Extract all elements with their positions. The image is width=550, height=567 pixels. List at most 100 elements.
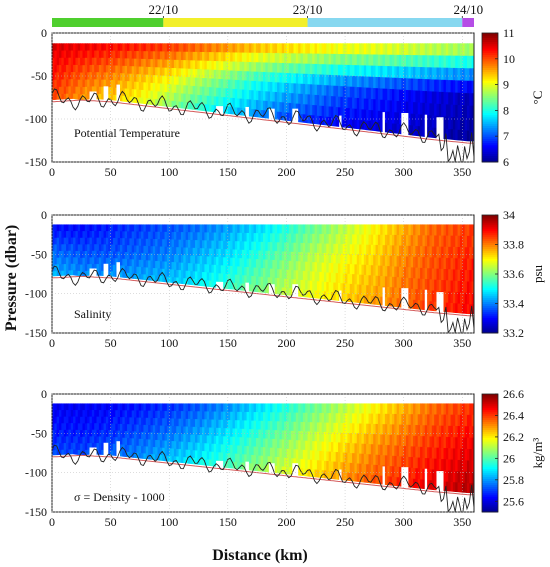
heatmap-cell	[96, 443, 100, 451]
heatmap-cell	[441, 67, 445, 81]
heatmap-cell	[384, 476, 388, 488]
heatmap-cell	[316, 290, 320, 301]
heatmap-cell	[345, 273, 348, 285]
heatmap-cell	[195, 247, 198, 257]
colorbar-swatch	[482, 283, 498, 287]
heatmap-cell	[469, 414, 473, 427]
colorbar-swatch	[482, 277, 498, 281]
heatmap-cell	[464, 93, 468, 107]
heatmap-cell	[136, 245, 140, 254]
heatmap-cell	[136, 66, 140, 75]
heatmap-cell	[232, 52, 236, 63]
heatmap-cell	[241, 258, 245, 268]
heatmap-cell	[197, 403, 201, 412]
heatmap-cell	[302, 252, 306, 263]
heatmap-cell	[73, 442, 77, 451]
heatmap-cell	[232, 420, 236, 430]
heatmap-cell	[180, 449, 184, 458]
heatmap-cell	[274, 43, 278, 54]
heatmap-cell	[363, 43, 367, 55]
heatmap-cell	[361, 473, 365, 485]
heatmap-cell	[138, 445, 142, 454]
heatmap-cell	[368, 244, 372, 256]
heatmap-cell	[270, 81, 273, 93]
heatmap-cell	[166, 43, 170, 53]
heatmap-cell	[293, 53, 297, 64]
heatmap-cell	[115, 65, 119, 74]
heatmap-cell	[361, 423, 365, 435]
heatmap-cell	[166, 239, 170, 248]
heatmap-cell	[338, 53, 341, 66]
heatmap-cell	[138, 82, 142, 91]
heatmap-cell	[63, 237, 67, 245]
heatmap-cell	[195, 426, 198, 436]
heatmap-cell	[246, 52, 250, 63]
heatmap-cell	[354, 224, 358, 236]
heatmap-cell	[96, 257, 100, 265]
heatmap-cell	[298, 279, 302, 290]
heatmap-cell	[127, 403, 130, 411]
heatmap-cell	[274, 111, 278, 122]
heatmap-cell	[370, 285, 374, 297]
heatmap-cell	[312, 469, 316, 480]
colorbar-swatch	[482, 67, 498, 71]
heatmap-cell	[410, 435, 414, 447]
heatmap-cell	[141, 51, 145, 60]
heatmap-cell	[195, 450, 198, 459]
heatmap-cell	[54, 423, 58, 431]
colorbar-tick-label: 26	[503, 451, 515, 465]
heatmap-cell	[319, 252, 323, 264]
heatmap-cell	[457, 68, 461, 81]
x-tick-label: 0	[49, 515, 55, 529]
heatmap-cell	[333, 442, 337, 453]
heatmap-cell	[136, 89, 140, 98]
heatmap-cell	[441, 425, 445, 438]
heatmap-cell	[136, 224, 140, 233]
heatmap-cell	[56, 423, 60, 431]
heatmap-cell	[469, 449, 473, 462]
heatmap-cell	[129, 73, 133, 82]
colorbar-label: °C	[530, 91, 545, 105]
heatmap-cell	[366, 285, 370, 296]
heatmap-cell	[119, 437, 123, 446]
heatmap-cell	[415, 289, 419, 301]
heatmap-cell	[298, 53, 302, 65]
heatmap-cell	[394, 266, 398, 278]
heatmap-cell	[410, 467, 414, 480]
heatmap-cell	[96, 224, 100, 232]
heatmap-cell	[101, 72, 105, 81]
colorbar-swatch	[482, 466, 498, 470]
heatmap-cell	[134, 89, 137, 98]
heatmap-cell	[157, 268, 161, 277]
heatmap-cell	[239, 403, 243, 413]
heatmap-cell	[77, 264, 81, 272]
heatmap-cell	[382, 65, 386, 78]
heatmap-cell	[148, 253, 152, 262]
heatmap-cell	[420, 102, 424, 116]
heatmap-cell	[255, 90, 259, 101]
heatmap-cell	[77, 410, 81, 418]
heatmap-cell	[394, 403, 398, 415]
colorbar-swatch	[482, 232, 498, 236]
heatmap-cell	[338, 96, 341, 108]
heatmap-cell	[462, 258, 466, 271]
heatmap-cell	[246, 420, 250, 430]
colorbar-swatch	[482, 449, 498, 452]
colorbar-swatch	[482, 425, 498, 428]
heatmap-cell	[459, 224, 463, 237]
heatmap-cell	[417, 126, 421, 139]
heatmap-cell	[380, 234, 384, 246]
heatmap-cell	[91, 64, 95, 73]
heatmap-cell	[159, 425, 163, 434]
heatmap-cell	[356, 43, 360, 55]
x-tick-label: 300	[395, 336, 413, 350]
heatmap-cell	[406, 424, 409, 437]
heatmap-cell	[352, 224, 356, 235]
heatmap-cell	[359, 98, 363, 110]
heatmap-cell	[417, 300, 421, 312]
heatmap-cell	[403, 78, 407, 91]
heatmap-cell	[298, 421, 302, 432]
heatmap-cell	[323, 451, 327, 462]
heatmap-cell	[52, 224, 55, 232]
